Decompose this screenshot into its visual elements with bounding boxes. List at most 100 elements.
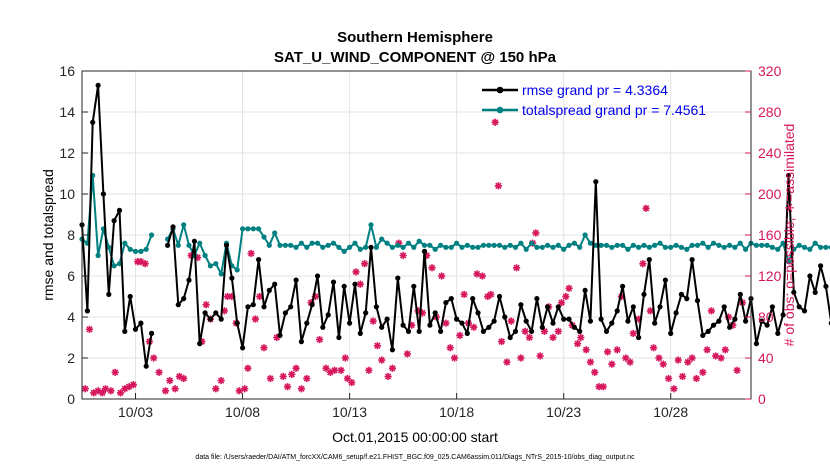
rmse-point bbox=[384, 316, 390, 322]
obs-assimilated-marker bbox=[438, 272, 446, 280]
spread-point bbox=[480, 242, 486, 248]
spread-point bbox=[641, 242, 647, 248]
rmse-point bbox=[250, 302, 256, 308]
rmse-point bbox=[823, 283, 829, 289]
rmse-point bbox=[646, 257, 652, 263]
spread-point bbox=[694, 242, 701, 248]
spread-point bbox=[705, 244, 711, 250]
obs-assimilated-marker bbox=[365, 366, 373, 374]
obs-assimilated-marker bbox=[692, 374, 701, 383]
rmse-point bbox=[753, 341, 760, 347]
spread-point bbox=[357, 246, 363, 252]
obs-assimilated-marker bbox=[279, 372, 287, 381]
spread-point bbox=[727, 242, 733, 248]
rmse-point bbox=[502, 314, 508, 320]
rmse-point bbox=[197, 341, 203, 347]
rmse-point bbox=[459, 320, 465, 326]
rmse-point bbox=[240, 345, 246, 351]
rmse-point bbox=[727, 324, 733, 330]
rmse-point bbox=[486, 324, 492, 330]
obs-assimilated-marker bbox=[599, 383, 607, 391]
spread-point bbox=[207, 263, 213, 269]
spread-point bbox=[737, 240, 743, 246]
rmse-point bbox=[480, 328, 486, 334]
spread-point bbox=[625, 246, 631, 252]
spread-point bbox=[710, 240, 717, 246]
obs-assimilated-marker bbox=[613, 346, 621, 354]
rmse-point bbox=[769, 304, 776, 310]
spread-point bbox=[614, 242, 620, 248]
rmse-point bbox=[700, 332, 706, 338]
spread-point bbox=[122, 240, 128, 246]
spread-point bbox=[534, 244, 540, 250]
spread-point bbox=[721, 244, 727, 250]
rmse-point bbox=[122, 328, 128, 334]
rmse-point bbox=[641, 291, 647, 297]
obs-assimilated-marker bbox=[591, 368, 599, 376]
spread-point bbox=[256, 226, 262, 232]
rmse-point bbox=[566, 316, 572, 322]
rmse-point bbox=[636, 334, 642, 341]
obs-assimilated-marker bbox=[428, 264, 436, 272]
rmse-point bbox=[202, 310, 208, 316]
obs-assimilated-marker bbox=[517, 354, 525, 362]
x-tick-label: 10/13 bbox=[332, 404, 367, 420]
rmse-point bbox=[416, 328, 422, 334]
obs-assimilated-marker bbox=[699, 368, 707, 376]
obs-assimilated-marker bbox=[565, 284, 573, 292]
obs-assimilated-marker bbox=[503, 358, 511, 366]
rmse-point bbox=[721, 304, 727, 310]
spread-point bbox=[111, 263, 117, 269]
chart-title: Southern Hemisphere bbox=[337, 29, 493, 46]
rmse-point bbox=[111, 218, 117, 224]
rmse-point bbox=[368, 244, 374, 250]
x-tick-label: 10/08 bbox=[225, 404, 260, 420]
rmse-point bbox=[170, 224, 176, 230]
rmse-point bbox=[652, 320, 658, 326]
rmse-point bbox=[309, 302, 315, 308]
obs-assimilated-marker bbox=[297, 385, 306, 393]
obs-assimilated-marker bbox=[707, 307, 715, 315]
spread-point bbox=[555, 242, 561, 248]
spread-point bbox=[395, 242, 401, 248]
spread-point bbox=[373, 244, 379, 250]
spread-point bbox=[652, 242, 658, 248]
spread-point bbox=[245, 226, 251, 232]
spread-point bbox=[341, 248, 347, 254]
spread-point bbox=[684, 246, 690, 252]
spread-point bbox=[780, 240, 786, 246]
obs-assimilated-marker bbox=[111, 368, 119, 376]
spread-point bbox=[603, 242, 610, 248]
spread-point bbox=[807, 246, 813, 252]
spread-point bbox=[438, 242, 444, 248]
grid-lines bbox=[82, 71, 751, 399]
spread-point bbox=[304, 244, 310, 250]
obs-assimilated-marker bbox=[442, 319, 450, 327]
rmse-point bbox=[229, 275, 235, 281]
spread-point bbox=[132, 248, 139, 254]
rmse-point bbox=[341, 283, 347, 289]
obs-assimilated-marker bbox=[107, 387, 115, 395]
x-tick-label: 10/23 bbox=[546, 404, 581, 420]
spread-point bbox=[143, 246, 149, 252]
obs-assimilated-marker bbox=[150, 354, 158, 362]
y-left-tick-label: 14 bbox=[59, 104, 75, 120]
spread-point bbox=[261, 234, 267, 240]
rmse-point bbox=[90, 119, 96, 125]
rmse-point bbox=[106, 291, 112, 297]
spread-point bbox=[234, 267, 240, 273]
footnote: data file: /Users/raeder/DAI/ATM_forcXX/… bbox=[195, 454, 635, 461]
spread-point bbox=[662, 244, 669, 250]
rmse-point bbox=[561, 316, 567, 322]
obs-assimilated-marker bbox=[217, 376, 225, 385]
series-lines bbox=[79, 82, 830, 369]
rmse-point bbox=[165, 242, 171, 248]
spread-point bbox=[566, 242, 572, 248]
rmse-point bbox=[534, 296, 540, 302]
rmse-point bbox=[116, 207, 123, 213]
rmse-point bbox=[716, 318, 722, 324]
obs-assimilated-marker bbox=[166, 376, 174, 385]
obs-assimilated-marker bbox=[703, 346, 711, 354]
rmse-point bbox=[261, 304, 267, 310]
obs-assimilated-marker bbox=[655, 354, 663, 362]
